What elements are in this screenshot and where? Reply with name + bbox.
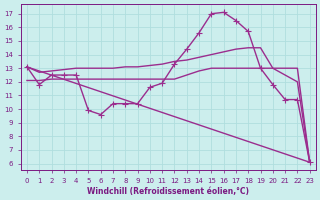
X-axis label: Windchill (Refroidissement éolien,°C): Windchill (Refroidissement éolien,°C) <box>87 187 249 196</box>
